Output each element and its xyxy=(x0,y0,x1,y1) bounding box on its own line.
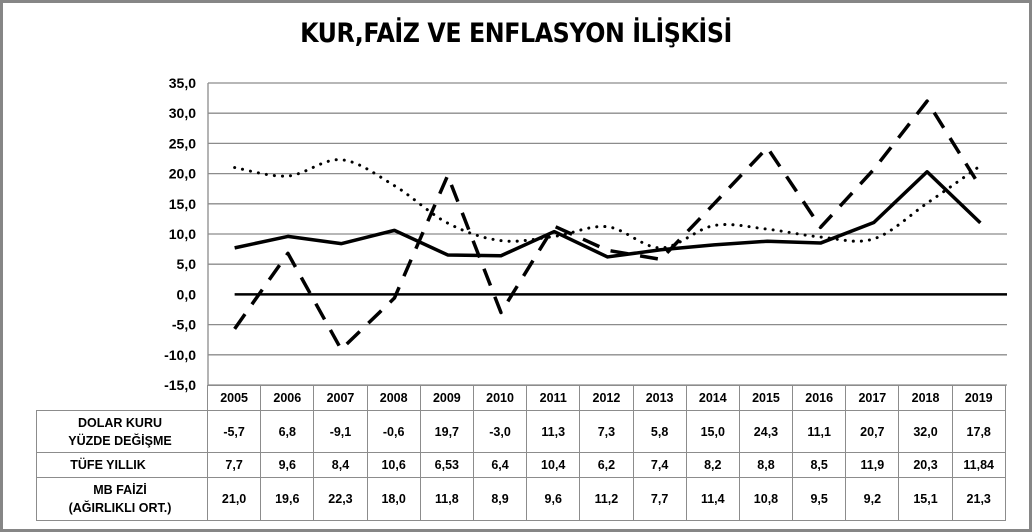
year-header-cell: 2018 xyxy=(898,385,953,411)
y-tick-label: 5,0 xyxy=(177,256,197,272)
value-cell: 11,2 xyxy=(579,477,634,521)
value-cell: 9,5 xyxy=(792,477,847,521)
chart-title: KUR,FAİZ VE ENFLASYON İLİŞKİSİ xyxy=(300,18,732,49)
year-header-row: 2005 2006 2007 2008 2009 2010 2011 2012 2013 2014… xyxy=(36,385,1006,411)
year-header-cell: 2008 xyxy=(366,385,421,411)
year-header-cell: 2009 xyxy=(419,385,474,411)
value-cell: 9,6 xyxy=(526,477,581,521)
value-cell: -0,6 xyxy=(366,410,421,453)
value-cell: 32,0 xyxy=(898,410,953,453)
legend-label-line2: (AĞIRLIKLI ORT.) xyxy=(68,501,172,515)
legend-tufe: TÜFE YILLIK xyxy=(36,452,208,478)
year-header-cell: 2013 xyxy=(632,385,687,411)
table-row-tufe: TÜFE YILLIK 7,7 9,6 8,4 10,6 6,53 6,4 10,4 6,2 7… xyxy=(36,452,1006,478)
value-cell: 19,6 xyxy=(260,477,315,521)
legend-label-line1: TÜFE YILLIK xyxy=(70,458,146,472)
legend-dollar: DOLAR KURU YÜZDE DEĞİŞME xyxy=(36,410,208,453)
y-tick-label: 30,0 xyxy=(169,105,196,121)
value-cell: 5,8 xyxy=(632,410,687,453)
value-cell: 6,8 xyxy=(260,410,315,453)
value-cell: 21,0 xyxy=(206,477,262,521)
value-cell: 9,2 xyxy=(845,477,900,521)
year-header-cell: 2015 xyxy=(738,385,794,411)
value-cell: -5,7 xyxy=(206,410,262,453)
value-cell: 6,4 xyxy=(472,452,528,478)
value-cell: 19,7 xyxy=(419,410,474,453)
value-cell: 8,5 xyxy=(792,452,847,478)
value-cell: 24,3 xyxy=(738,410,794,453)
legend-mb: MB FAİZİ (AĞIRLIKLI ORT.) xyxy=(36,477,208,521)
year-header-cell: 2017 xyxy=(845,385,900,411)
year-header-cell: 2016 xyxy=(792,385,847,411)
value-cell: 10,4 xyxy=(526,452,581,478)
legend-label-line1: DOLAR KURU xyxy=(77,415,163,430)
gridlines xyxy=(207,82,1007,386)
value-cell: 6,2 xyxy=(579,452,634,478)
value-cell: 15,0 xyxy=(685,410,740,453)
data-table: 2005 2006 2007 2008 2009 2010 2011 2012 2013 2014… xyxy=(36,385,1006,521)
y-tick-label: 35,0 xyxy=(169,75,196,91)
year-header-cell: 2005 xyxy=(206,385,262,411)
value-cell: 9,6 xyxy=(260,452,315,478)
series-lines xyxy=(233,99,982,352)
value-cell: 20,7 xyxy=(845,410,900,453)
value-cell: 6,53 xyxy=(419,452,474,478)
y-tick-label: 0,0 xyxy=(177,286,197,302)
value-cell: 11,1 xyxy=(792,410,847,453)
y-tick-label: 20,0 xyxy=(169,166,196,182)
tufe-series-line xyxy=(234,170,982,259)
value-cell: 18,0 xyxy=(366,477,421,521)
y-tick-label: -5,0 xyxy=(172,317,196,333)
year-header-cell: 2007 xyxy=(313,385,368,411)
value-cell: 8,4 xyxy=(313,452,368,478)
table-row-mb: MB FAİZİ (AĞIRLIKLI ORT.) 21,0 19,6 22,3 18,… xyxy=(36,477,1006,521)
y-tick-label: -10,0 xyxy=(164,347,196,363)
table-row-dollar: DOLAR KURU YÜZDE DEĞİŞME -5,7 6,8 -9,1 -0,6 1… xyxy=(36,410,1006,453)
value-cell: 11,8 xyxy=(419,477,474,521)
value-cell: -9,1 xyxy=(313,410,368,453)
value-cell: 8,9 xyxy=(472,477,528,521)
value-cell: 11,84 xyxy=(951,452,1006,478)
y-tick-label: 10,0 xyxy=(169,226,196,242)
legend-label-line1: MB FAİZİ xyxy=(93,483,147,497)
value-cell: 15,1 xyxy=(898,477,953,521)
value-cell: 11,3 xyxy=(526,410,581,453)
value-cell: 7,7 xyxy=(206,452,262,478)
value-cell: 10,8 xyxy=(738,477,794,521)
value-cell: 21,3 xyxy=(951,477,1006,521)
value-cell: -3,0 xyxy=(472,410,528,453)
value-cell: 11,9 xyxy=(845,452,900,478)
value-cell: 11,4 xyxy=(685,477,740,521)
year-header-cell: 2014 xyxy=(685,385,740,411)
value-cell: 22,3 xyxy=(313,477,368,521)
year-header-cell: 2012 xyxy=(579,385,634,411)
year-header-cell: 2010 xyxy=(472,385,528,411)
y-tick-label: 25,0 xyxy=(169,135,196,151)
value-cell: 7,3 xyxy=(579,410,634,453)
value-cell: 8,2 xyxy=(685,452,740,478)
value-cell: 7,7 xyxy=(632,477,687,521)
value-cell: 7,4 xyxy=(632,452,687,478)
y-tick-label: 15,0 xyxy=(169,196,196,212)
year-header-cell: 2011 xyxy=(526,385,581,411)
value-cell: 10,6 xyxy=(366,452,421,478)
value-cell: 17,8 xyxy=(951,410,1006,453)
value-cell: 8,8 xyxy=(738,452,794,478)
y-axis-ticks: 35,030,025,020,015,010,05,00,0-5,0-10,0-… xyxy=(164,75,196,393)
mb-rate-series-line xyxy=(233,158,982,250)
dollar-series-line xyxy=(233,99,982,352)
legend-label-line2: YÜZDE DEĞİŞME xyxy=(68,433,172,448)
year-header-cell: 2019 xyxy=(951,385,1006,411)
year-header-cell: 2006 xyxy=(260,385,315,411)
value-cell: 20,3 xyxy=(898,452,953,478)
